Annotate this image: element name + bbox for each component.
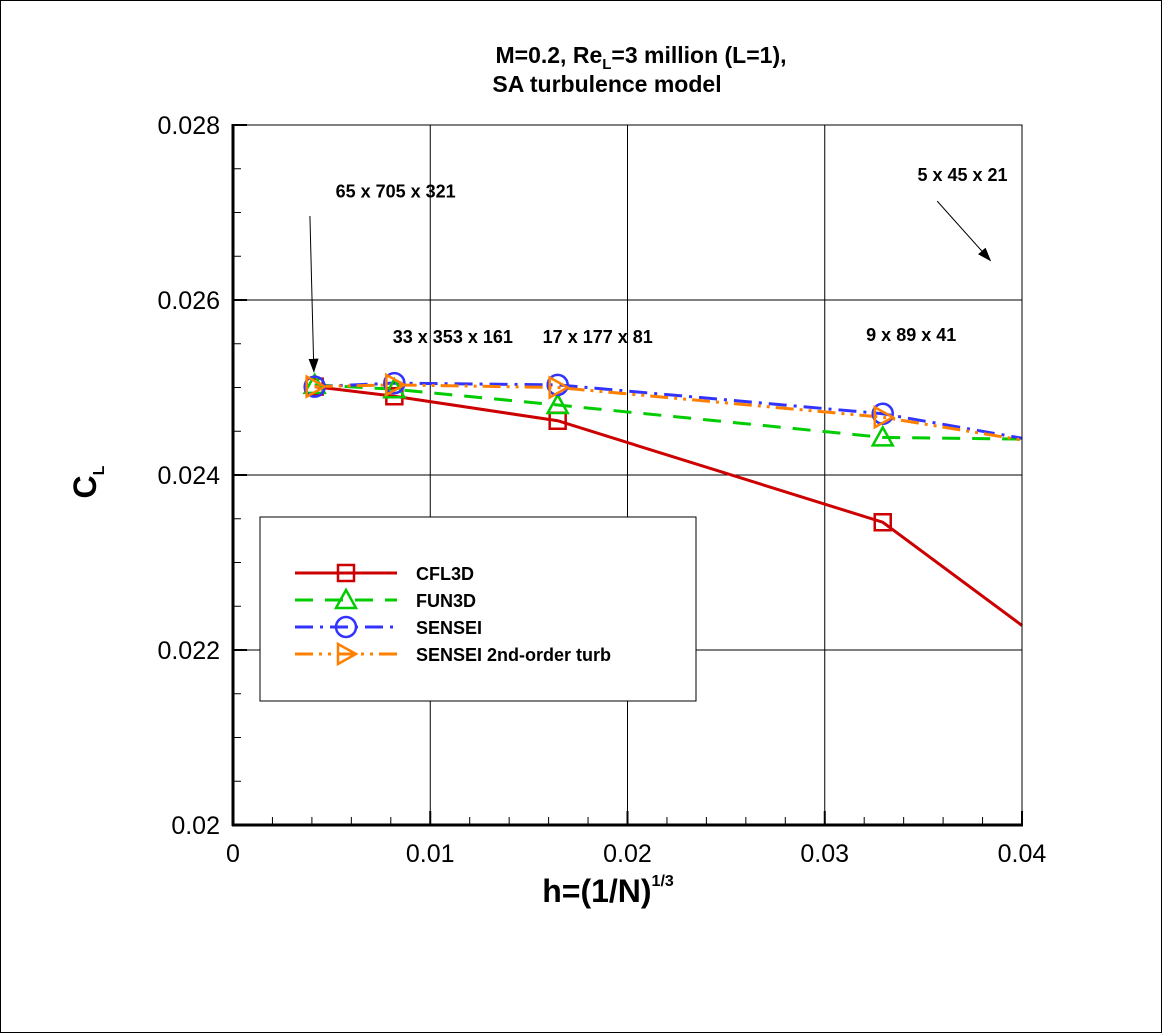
legend-label-sensei: SENSEI <box>416 618 482 638</box>
series-lines <box>314 381 1023 627</box>
svg-text:CL: CL <box>67 465 108 498</box>
grid-size-annotation: 9 x 89 x 41 <box>866 325 956 345</box>
legend-marker-fun3d <box>333 587 359 610</box>
legend-marker-sensei <box>334 615 358 639</box>
grid-size-annotation: 17 x 177 x 81 <box>543 327 653 347</box>
y-tick-label: 0.026 <box>157 287 220 315</box>
y-axis-label: CL <box>67 465 108 498</box>
legend-label-fun3d: FUN3D <box>416 591 476 611</box>
legend-label-cfl3d: CFL3D <box>416 564 474 584</box>
series-line-fun3d <box>314 383 1023 441</box>
data-point-sensei-2nd-order-turb <box>385 372 407 397</box>
legend-box <box>259 516 697 702</box>
legend-marker-cfl3d <box>336 563 356 583</box>
data-point-fun3d <box>545 392 570 415</box>
x-tick-label: 0.04 <box>998 840 1047 868</box>
data-point-sensei <box>546 373 569 397</box>
chart-title-line1: M=0.2, ReL=3 million (L=1), <box>495 42 786 73</box>
x-tick-label: 0.01 <box>406 840 455 868</box>
grid-size-annotation: 33 x 353 x 161 <box>393 327 513 347</box>
data-point-sensei <box>383 371 406 395</box>
grid-size-annotation: 65 x 705 x 321 <box>336 182 456 202</box>
grid-size-annotation: 5 x 45 x 21 <box>917 165 1007 185</box>
data-point-sensei-2nd-order-turb <box>548 375 571 400</box>
legend-label-sensei-2nd-order-turb: SENSEI 2nd-order turb <box>416 645 611 665</box>
series-markers <box>302 371 896 532</box>
series-line-cfl3d <box>314 385 1023 627</box>
y-tick-labels: 0.02 0.022 0.024 0.026 0.028 <box>157 112 220 840</box>
legend: CFL3D FUN3D SENSEI SENSEI 2nd-order turb <box>259 516 697 702</box>
y-tick-label: 0.028 <box>157 112 220 140</box>
x-tick-labels: 0 0.01 0.02 0.03 0.04 <box>226 840 1046 868</box>
data-point-cfl3d <box>873 513 892 532</box>
data-point-sensei-2nd-order-turb <box>873 405 896 430</box>
y-tick-label: 0.022 <box>157 637 220 665</box>
y-tick-label: 0.02 <box>171 812 220 840</box>
x-tick-label: 0.03 <box>800 840 849 868</box>
data-point-sensei-2nd-order-turb <box>305 374 328 399</box>
annotation-arrow <box>308 215 319 373</box>
data-point-fun3d <box>870 424 895 447</box>
annotation-arrow <box>936 200 992 262</box>
x-axis-label: h=(1/N)1/3 <box>542 873 674 909</box>
annotations: 65 x 705 x 321 33 x 353 x 161 17 x 177 x 8… <box>308 165 1008 373</box>
x-tick-label: 0 <box>226 840 240 868</box>
chart-title-line2: SA turbulence model <box>492 71 721 97</box>
x-tick-label: 0.02 <box>603 840 652 868</box>
y-tick-label: 0.024 <box>157 462 220 490</box>
legend-marker-sensei-2nd-order-turb <box>336 641 359 667</box>
series-line-sensei-2nd-order-turb <box>314 383 1023 442</box>
grid-lines <box>233 125 1022 825</box>
